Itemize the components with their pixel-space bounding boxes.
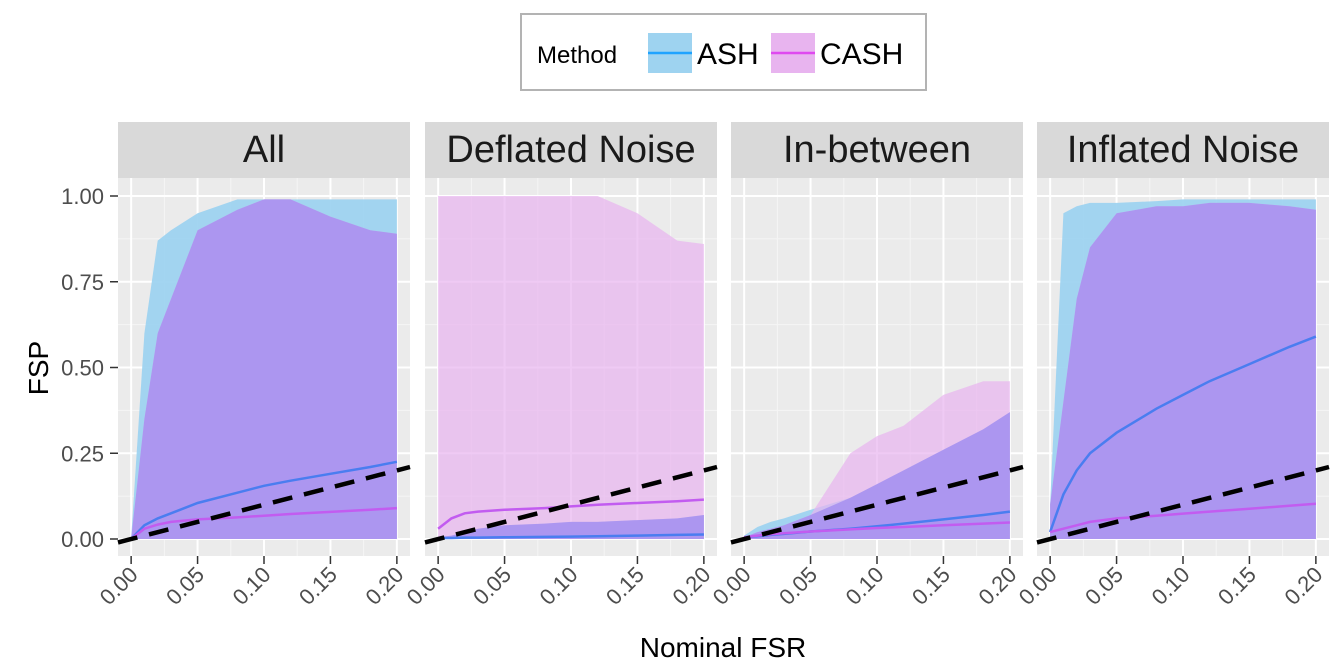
facet-strip-label: Deflated Noise (446, 129, 695, 171)
reference-line (1036, 464, 1330, 545)
x-tick-label: 0.20 (1279, 562, 1327, 610)
x-tick-label: 0.00 (1014, 562, 1062, 610)
x-tick-label: 0.20 (667, 562, 715, 610)
panel-1: Deflated Noise 0.00 0.05 0.10 0.15 0.20 (402, 122, 718, 610)
mean-line-cash (130, 506, 397, 540)
y-tick-label: 0.75 (61, 270, 104, 295)
x-tick-label: 0.10 (1147, 562, 1195, 610)
band-overlap (1050, 202, 1316, 539)
legend: Method ASH CASH (520, 13, 927, 91)
reference-line (424, 464, 718, 545)
facet-strip-label: In-between (783, 129, 971, 171)
mean-line-ash (130, 460, 398, 540)
mean-line-ash (438, 533, 704, 540)
x-tick-label: 0.15 (1213, 562, 1261, 610)
x-tick-label: 0.15 (601, 562, 649, 610)
legend-box (520, 13, 927, 91)
x-tick-label: 0.10 (535, 562, 583, 610)
x-tick-label: 0.05 (1080, 562, 1128, 610)
panel-0: All 0.00 0.05 0.10 0.15 0.20 (95, 122, 411, 610)
y-axis-ticks: 0.00 0.25 0.50 0.75 1.00 (61, 184, 118, 552)
facet-panels: All 0.00 0.05 0.10 0.15 0.20 Deflated Noise 0.0… (95, 122, 1330, 610)
x-tick-label: 0.15 (294, 562, 342, 610)
x-tick-label: 0.10 (228, 562, 276, 610)
panel-2: In-between 0.00 0.05 0.10 0.15 0.20 (708, 122, 1024, 610)
band-cash (438, 196, 704, 539)
x-tick-label: 0.05 (468, 562, 516, 610)
y-tick-label: 0.25 (61, 441, 104, 466)
facet-strip (1037, 122, 1329, 178)
x-tick-label: 0.05 (774, 562, 822, 610)
mean-line-cash (1049, 502, 1316, 534)
x-tick-label: 0.20 (973, 562, 1021, 610)
y-tick-label: 0.00 (61, 527, 104, 552)
mean-line-ash (1048, 335, 1317, 533)
x-axis-title: Nominal FSR (640, 632, 806, 663)
x-tick-label: 0.10 (841, 562, 889, 610)
y-tick-label: 1.00 (61, 184, 104, 209)
x-tick-label: 0.00 (95, 562, 143, 610)
x-tick-label: 0.00 (402, 562, 450, 610)
mean-line-cash (437, 498, 704, 530)
band-overlap (744, 412, 1010, 539)
facet-strip (731, 122, 1023, 178)
legend-label-cash: CASH (820, 38, 903, 71)
band-overlap (131, 199, 397, 539)
panel-3: Inflated Noise 0.00 0.05 0.10 0.15 0.20 (1014, 122, 1330, 610)
facet-strip-label: All (243, 129, 285, 171)
band-overlap (438, 515, 704, 539)
x-tick-label: 0.05 (161, 562, 209, 610)
x-tick-label: 0.00 (708, 562, 756, 610)
legend-label-ash: ASH (697, 38, 759, 71)
y-tick-label: 0.50 (61, 356, 104, 381)
reference-line (730, 464, 1024, 545)
x-tick-label: 0.15 (907, 562, 955, 610)
reference-line (117, 464, 411, 545)
legend-title: Method (537, 42, 617, 69)
x-tick-label: 0.20 (360, 562, 408, 610)
y-axis-title: FSP (23, 341, 54, 395)
facet-strip (425, 122, 717, 178)
facet-strip-label: Inflated Noise (1067, 129, 1299, 171)
facet-strip (118, 122, 410, 178)
